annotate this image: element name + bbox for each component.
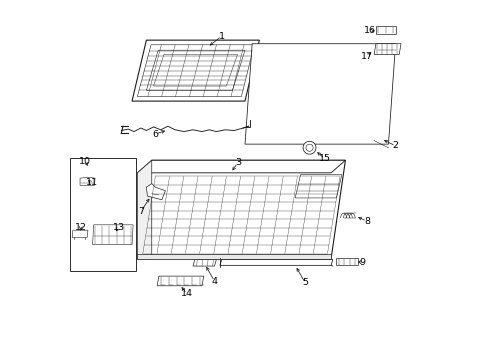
Text: 13: 13 [113, 223, 125, 232]
Text: 2: 2 [392, 141, 399, 150]
Text: 3: 3 [235, 158, 241, 167]
Text: 9: 9 [360, 258, 366, 267]
Polygon shape [245, 44, 395, 144]
Polygon shape [147, 50, 245, 90]
Polygon shape [153, 54, 238, 86]
Polygon shape [137, 160, 345, 259]
Text: 15: 15 [318, 154, 331, 163]
Polygon shape [137, 160, 345, 173]
Text: 10: 10 [79, 157, 92, 166]
Text: 5: 5 [302, 278, 308, 287]
Text: 8: 8 [364, 217, 370, 226]
Text: 16: 16 [364, 26, 376, 35]
Text: 11: 11 [86, 178, 98, 187]
Polygon shape [137, 253, 331, 259]
Polygon shape [137, 45, 254, 96]
Polygon shape [80, 177, 95, 185]
Text: 7: 7 [138, 207, 144, 216]
Polygon shape [374, 44, 401, 54]
Text: 17: 17 [361, 52, 373, 61]
Text: 6: 6 [152, 130, 158, 139]
Circle shape [303, 141, 316, 154]
Polygon shape [132, 40, 259, 101]
Text: 4: 4 [212, 276, 218, 285]
Polygon shape [137, 160, 152, 259]
Polygon shape [93, 225, 133, 244]
Text: 14: 14 [181, 289, 193, 298]
Polygon shape [337, 258, 358, 265]
Text: 1: 1 [219, 32, 225, 41]
Text: 12: 12 [75, 223, 87, 232]
Polygon shape [376, 26, 395, 34]
Polygon shape [295, 175, 342, 198]
Polygon shape [72, 230, 88, 237]
Polygon shape [157, 276, 204, 286]
Polygon shape [220, 260, 333, 265]
Polygon shape [147, 184, 166, 200]
FancyBboxPatch shape [70, 158, 136, 271]
Polygon shape [193, 260, 216, 266]
